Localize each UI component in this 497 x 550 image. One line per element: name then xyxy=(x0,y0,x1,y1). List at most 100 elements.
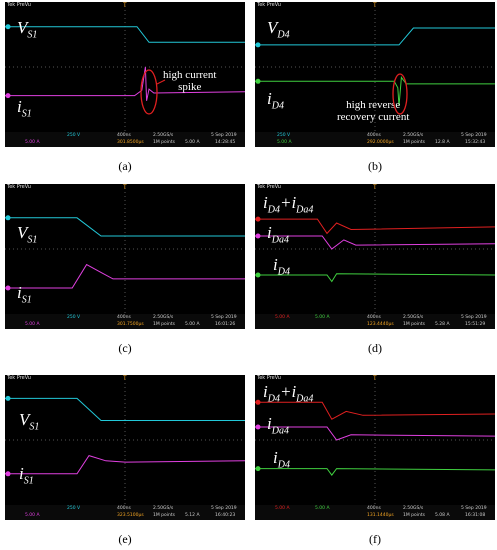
status-ch2: 5.00 A xyxy=(315,315,330,320)
channel-marker xyxy=(5,285,11,291)
status-ch1: 5.00 A xyxy=(275,315,290,320)
channel-marker xyxy=(255,272,261,278)
brand-label: Tek PreVu xyxy=(7,2,31,8)
channel-marker xyxy=(5,471,11,477)
channel-marker xyxy=(255,424,261,430)
status-bar: 5.00 A 5.00 A 400ns 123.4440µs 2.50GS/s … xyxy=(255,314,495,329)
status-rate: 2.50GS/s xyxy=(403,506,424,511)
status-clock: 16:31:08 xyxy=(465,513,486,518)
trace-v-s1 xyxy=(5,397,245,421)
status-rate: 2.50GS/s xyxy=(153,506,174,511)
brand-label: Tek PreVu xyxy=(7,184,31,190)
status-points: 1M points xyxy=(403,513,425,518)
status-trig: 12.8 A xyxy=(435,140,450,145)
status-trig: 5.00 A xyxy=(185,322,200,327)
scope-screen: Tek PreVu T VD4 iD4 high reverse recover… xyxy=(255,2,495,147)
trace-i-d4 xyxy=(255,468,495,476)
signal-label-3: iD4 xyxy=(273,255,290,278)
brand-label: Tek PreVu xyxy=(7,375,31,381)
scope-screen: Tek PreVu T iD4+iDa4 iDa4 iD4 5.00 A 5.0… xyxy=(255,184,495,329)
status-bar: 5.00 A 5.00 A 400ns 131.1440µs 2.50GS/s … xyxy=(255,505,495,520)
trace-i-d4-i-da4 xyxy=(255,401,495,420)
channel-marker xyxy=(255,78,261,84)
status-bar: 250 V 5.00 A 400ns 301.7500µs 2.50GS/s 1… xyxy=(5,314,245,329)
signal-label-1: VS1 xyxy=(17,18,38,41)
status-points: 1M points xyxy=(153,322,175,327)
status-pos: 323.5100µs xyxy=(117,513,144,518)
status-clock: 16:01:26 xyxy=(215,322,236,327)
trace-i-s1 xyxy=(5,263,245,289)
status-ch2: 5.00 A xyxy=(25,140,40,145)
signal-label-1: VD4 xyxy=(267,18,290,41)
scope-traces xyxy=(255,184,495,314)
panel-caption: (c) xyxy=(118,341,132,355)
status-ch2: 5.00 A xyxy=(315,506,330,511)
status-time: 400ns xyxy=(367,315,381,320)
status-date: 5 Sep 2019 xyxy=(461,506,487,511)
trace-v-s1 xyxy=(5,217,245,237)
status-ch1: 250 V xyxy=(277,133,291,138)
panel-caption: (f) xyxy=(369,532,381,546)
signal-label-2: iS1 xyxy=(17,283,32,306)
status-trig: 5.08 A xyxy=(435,513,450,518)
channel-marker xyxy=(255,399,261,405)
status-points: 1M points xyxy=(153,140,175,145)
status-time: 400ns xyxy=(367,133,381,138)
brand-label: Tek PreVu xyxy=(257,184,281,190)
status-time: 400ns xyxy=(117,506,131,511)
status-time: 400ns xyxy=(117,133,131,138)
signal-label-3: iD4 xyxy=(273,448,290,471)
trace-v-s1 xyxy=(5,26,245,43)
trace-i-s1 xyxy=(5,455,245,475)
signal-label-2: iD4 xyxy=(267,89,284,112)
trace-i-d4-i-da4 xyxy=(255,218,495,235)
status-pos: 301.7500µs xyxy=(117,322,144,327)
status-bar: 250 V 5.00 A 400ns 292.0000µs 2.50GS/s 1… xyxy=(255,132,495,147)
annotation-text: high current spike xyxy=(163,69,217,93)
panel-c: Tek PreVu T VS1 iS1 250 V 5.00 A 400ns 3… xyxy=(5,184,245,356)
scope-screen: Tek PreVu T VS1 iS1 250 V 5.00 A 400ns 3… xyxy=(5,184,245,329)
brand-label: Tek PreVu xyxy=(257,375,281,381)
trace-i-da4 xyxy=(255,235,495,250)
annotation-text: high reverse recovery current xyxy=(337,99,410,123)
channel-marker xyxy=(5,395,11,401)
status-pos: 123.4440µs xyxy=(367,322,394,327)
trigger-marker: T xyxy=(373,2,377,9)
scope-traces xyxy=(5,375,245,505)
status-clock: 16:40:23 xyxy=(215,513,236,518)
brand-label: Tek PreVu xyxy=(257,2,281,8)
trigger-marker: T xyxy=(373,184,377,191)
status-date: 5 Sep 2019 xyxy=(461,315,487,320)
signal-label-1: VS1 xyxy=(17,223,38,246)
trigger-marker: T xyxy=(123,375,127,382)
panel-a: Tek PreVu T VS1 iS1 high current spike 2… xyxy=(5,2,245,174)
status-clock: 15:51:29 xyxy=(465,322,486,327)
status-time: 400ns xyxy=(367,506,381,511)
trace-v-d4 xyxy=(255,27,495,46)
status-ch1: 5.00 A xyxy=(275,506,290,511)
panel-caption: (e) xyxy=(118,532,132,546)
signal-label-1: iD4+iDa4 xyxy=(263,193,314,216)
panel-caption: (a) xyxy=(118,159,132,173)
status-points: 1M points xyxy=(153,513,175,518)
status-ch2: 5.00 A xyxy=(25,322,40,327)
panel-f: Tek PreVu T iD4+iDa4 iDa4 iD4 5.00 A 5.0… xyxy=(255,375,495,547)
panel-caption: (d) xyxy=(368,341,382,355)
status-trig: 5.00 A xyxy=(185,140,200,145)
trigger-marker: T xyxy=(123,184,127,191)
status-rate: 2.50GS/s xyxy=(153,133,174,138)
status-rate: 2.50GS/s xyxy=(153,315,174,320)
signal-label-2: iS1 xyxy=(19,464,34,487)
status-ch1: 250 V xyxy=(67,315,81,320)
channel-marker xyxy=(5,215,11,221)
status-clock: 15:32:43 xyxy=(465,140,486,145)
status-pos: 131.1440µs xyxy=(367,513,394,518)
status-ch2: 5.00 A xyxy=(277,140,292,145)
status-time: 400ns xyxy=(117,315,131,320)
status-trig: 5.28 A xyxy=(435,322,450,327)
panel-e: Tek PreVu T VS1 iS1 250 V 5.00 A 400ns 3… xyxy=(5,375,245,547)
status-date: 5 Sep 2019 xyxy=(211,506,237,511)
status-pos: 292.0000µs xyxy=(367,140,394,145)
status-ch1: 250 V xyxy=(67,506,81,511)
channel-marker xyxy=(255,466,261,472)
